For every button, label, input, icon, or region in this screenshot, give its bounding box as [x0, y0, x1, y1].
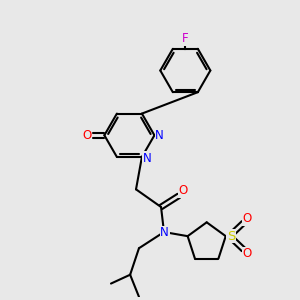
Text: O: O — [243, 212, 252, 225]
Text: N: N — [143, 152, 152, 165]
Text: O: O — [243, 247, 252, 260]
Text: S: S — [227, 230, 235, 243]
Text: F: F — [182, 32, 189, 45]
Text: N: N — [155, 129, 164, 142]
Text: O: O — [82, 129, 91, 142]
Text: O: O — [178, 184, 188, 197]
Text: N: N — [160, 226, 169, 239]
